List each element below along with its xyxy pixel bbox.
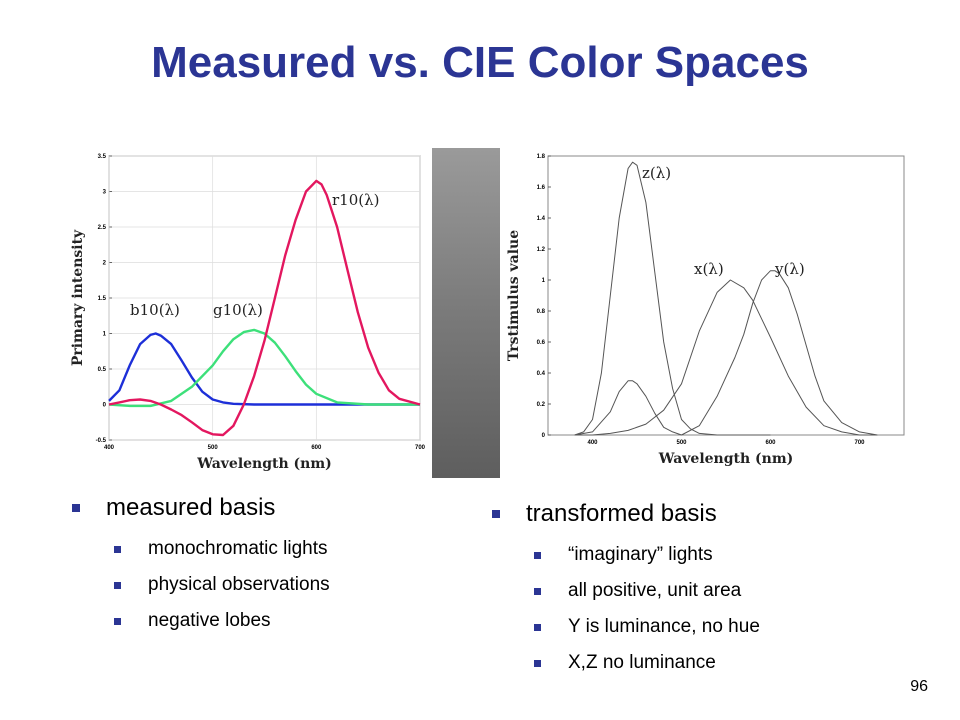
y-tick-label: 0.8 [537,309,546,315]
chart-tristimulus: 0 0.2 0.4 0.6 0.8 1 1.2 1.4 1.6 1.8 400 500 600 700 Wa… [506,154,905,467]
right-bullet-list: transformed basis “imaginary” lights all… [492,500,760,688]
y-tick-label: -0.5 [96,438,107,444]
series-line-3 [574,279,878,436]
gray-gradient-strip [432,148,500,478]
series-label-1: z(λ) [642,164,671,182]
y-tick-label: 0.5 [98,367,107,373]
y-tick-label: 3 [103,190,107,196]
plot-frame [547,155,905,436]
y-tick-label: 1.8 [537,154,546,160]
y-tick-label: 0.2 [537,402,546,408]
series-line-1 [574,161,771,436]
list-item: physical observations [114,574,330,596]
x-tick-label: 600 [311,445,322,451]
series-line-3 [108,179,421,437]
series-label-2: x(λ) [694,260,724,278]
y-tick-label: 2.5 [98,225,107,231]
y-tick-label: 1.5 [98,296,107,302]
list-item: monochromatic lights [114,538,330,560]
slide-title: Measured vs. CIE Color Spaces [151,38,809,87]
x-tick-label: 700 [854,440,865,446]
series-label-3: y(λ) [774,260,805,278]
page-number: 96 [910,678,928,695]
series-line-2 [574,270,878,436]
x-axis-label: Wavelength (nm) [196,456,332,472]
y-tick-label: 0.4 [537,371,546,377]
x-tick-label: 500 [208,445,219,451]
y-tick-label: 2 [103,261,107,267]
series-label-1: b10(λ) [130,301,180,319]
x-axis-label: Wavelength (nm) [658,451,794,467]
x-tick-label: 500 [676,440,687,446]
y-tick-label: 1 [542,278,546,284]
y-tick-label: 0.6 [537,340,546,346]
x-tick-label: 600 [765,440,776,446]
series-line-1 [108,332,420,406]
y-tick-label: 1.2 [537,247,546,253]
list-item: negative lobes [114,610,330,632]
x-tick-label: 400 [587,440,598,446]
y-tick-label: 1.6 [537,185,546,191]
list-heading: transformed basis [492,500,760,528]
x-tick-label: 400 [104,445,115,451]
list-heading: measured basis [72,494,330,522]
series-line-2 [108,328,420,408]
left-bullet-list: measured basis monochromatic lights phys… [72,494,330,646]
list-item: X,Z no luminance [534,652,760,674]
y-tick-label: 0 [103,403,107,409]
y-axis-label: Primary intensity [70,229,86,366]
list-item: “imaginary” lights [534,544,760,566]
y-axis-label: Trstimulus value [506,230,522,361]
list-item: all positive, unit area [534,580,760,602]
list-item: Y is luminance, no hue [534,616,760,638]
y-tick-label: 3.5 [98,154,107,160]
y-tick-label: 0 [542,433,546,439]
series-label-2: g10(λ) [213,301,263,319]
y-tick-label: 1.4 [537,216,546,222]
x-tick-label: 700 [415,445,426,451]
chart-primary-intensity: -0.5 0 0.5 1 1.5 2 2.5 3 3.5 400 500 600 700 Waveleng… [70,154,426,472]
series-label-3: r10(λ) [332,191,379,209]
y-tick-label: 1 [103,332,107,338]
